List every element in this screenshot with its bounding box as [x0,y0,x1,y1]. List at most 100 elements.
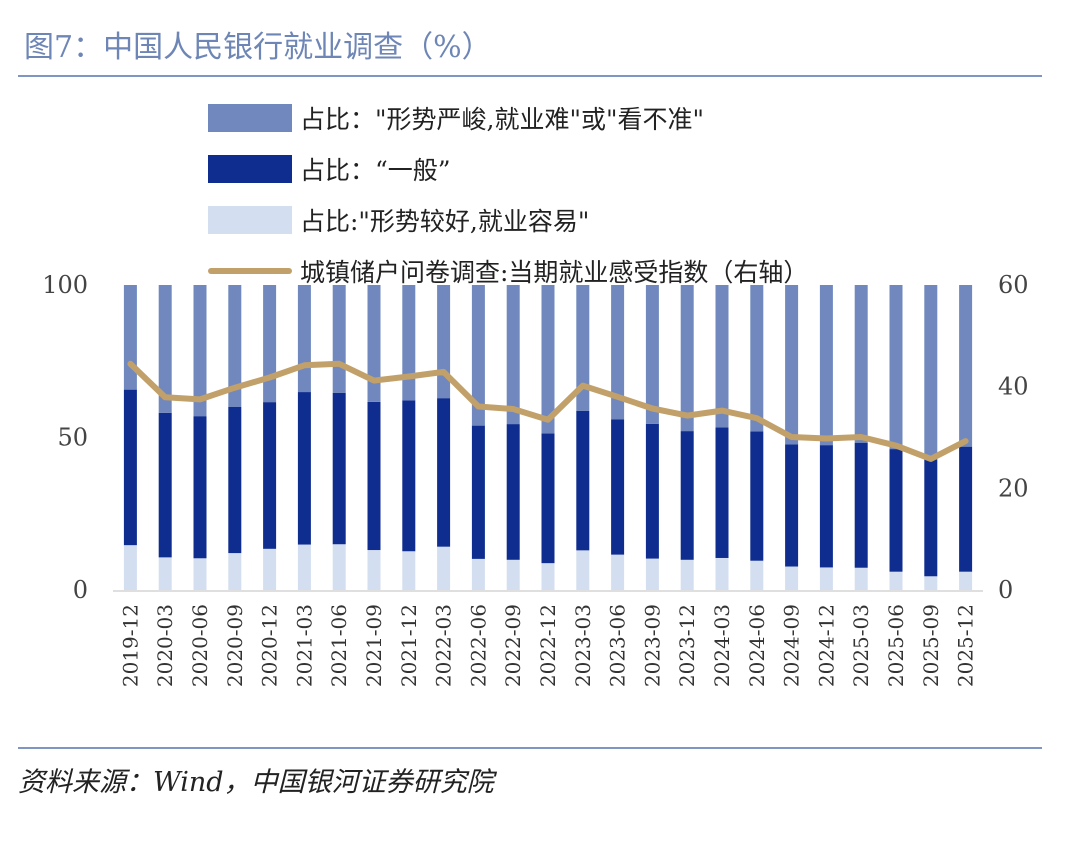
bar-general-2025-03 [854,442,868,568]
bar-good-2023-09 [645,558,659,590]
left-axis-tick-50: 50 [57,424,88,452]
bar-general-2019-12 [123,389,137,546]
chart-plot: 0 50 100 0 20 40 60 2019-12 2020-03 2020-06 2020-0… [42,271,1029,687]
bar-general-2021-09 [367,401,381,551]
legend-swatch-general [208,154,292,183]
bar-good-2022-12 [541,563,555,590]
x-axis-tick-2021-12: 2021-12 [397,604,421,687]
bar-difficult-2020-12 [263,285,277,403]
bar-general-2022-03 [437,398,451,547]
bar-good-2021-06 [332,544,346,590]
right-axis-tick-60: 60 [998,271,1029,299]
bar-difficult-2024-03 [715,285,729,428]
bar-general-2022-06 [471,425,485,559]
bar-general-2023-03 [576,410,590,551]
bar-good-2024-12 [819,567,833,590]
bar-difficult-2022-09 [506,285,520,425]
legend-swatch-good [208,205,292,234]
x-axis-tick-2025-03: 2025-03 [849,604,873,687]
bar-general-2020-03 [158,412,172,558]
legend-item-general: 占比：“一般” [208,143,808,194]
x-axis-tick-2022-09: 2022-09 [501,604,525,687]
left-axis-tick-100: 100 [42,271,88,299]
bar-good-2024-03 [715,557,729,590]
bar-general-2025-12 [959,446,973,572]
bar-general-2021-12 [402,400,416,552]
bar-good-2024-06 [750,560,764,590]
title-divider [18,75,1042,77]
x-axis-tick-2025-09: 2025-09 [919,604,943,687]
legend-label-good: 占比:"形势较好,就业容易" [300,206,590,236]
bar-general-2022-12 [541,433,555,564]
x-axis-tick-2022-06: 2022-06 [466,604,490,687]
bar-difficult-2022-03 [437,285,451,399]
source-divider [18,747,1042,749]
employment-index-line [127,360,969,462]
x-axis-tick-2020-06: 2020-06 [188,604,212,687]
legend-swatch-difficult [208,103,292,132]
right-axis-tick-0: 0 [998,576,1013,604]
bar-good-2024-09 [785,566,799,590]
bar-good-2022-09 [506,559,520,590]
legend-item-difficult: 占比："形势严峻,就业难"或"看不准" [208,92,808,143]
bar-difficult-2023-09 [645,285,659,424]
x-axis-tick-2024-09: 2024-09 [780,604,804,687]
x-axis-tick-2023-06: 2023-06 [606,604,630,687]
bar-difficult-2024-09 [785,285,799,445]
bar-difficult-2021-09 [367,285,381,402]
right-axis-tick-20: 20 [998,474,1029,502]
bar-difficult-2022-06 [471,285,485,426]
bar-difficult-2025-03 [854,285,868,443]
bar-difficult-2022-12 [541,285,555,434]
bar-good-2025-06 [889,571,903,590]
bar-general-2024-03 [715,427,729,558]
bar-good-2023-03 [576,550,590,590]
bar-general-2023-06 [611,419,625,555]
x-axis-tick-2023-12: 2023-12 [675,604,699,687]
right-axis-tick-40: 40 [998,373,1029,401]
bar-difficult-2023-03 [576,285,590,411]
bar-general-2023-12 [680,431,694,560]
x-axis-tick-2020-09: 2020-09 [223,604,247,687]
bar-difficult-2021-12 [402,285,416,401]
bar-good-2019-12 [123,545,137,590]
bar-good-2021-03 [297,544,311,590]
bar-difficult-2023-12 [680,285,694,432]
bar-general-2024-09 [785,444,799,567]
bar-difficult-2019-12 [123,285,137,390]
bar-good-2021-09 [367,550,381,590]
bar-good-2025-12 [959,571,973,590]
x-axis-tick-2024-03: 2024-03 [710,604,734,687]
bar-good-2020-06 [193,558,207,590]
x-axis-tick-2021-03: 2021-03 [292,604,316,687]
x-axis-tick-2022-03: 2022-03 [432,604,456,687]
legend-item-good: 占比:"形势较好,就业容易" [208,194,808,245]
bar-difficult-2021-06 [332,285,346,393]
legend-swatch-index-line [208,267,292,274]
bar-general-2021-03 [297,392,311,545]
bar-good-2020-09 [228,553,242,590]
bar-general-2024-12 [819,445,833,568]
bar-difficult-2021-03 [297,285,311,393]
x-axis-tick-2022-12: 2022-12 [536,604,560,687]
x-axis-tick-2019-12: 2019-12 [118,604,142,687]
bar-good-2021-12 [402,551,416,590]
legend-label-index: 城镇储户问卷调查:当期就业感受指数（右轴） [300,257,809,287]
bar-difficult-2020-06 [193,285,207,417]
bar-general-2025-09 [924,459,938,577]
x-axis-tick-2024-12: 2024-12 [814,604,838,687]
bar-general-2023-09 [645,423,659,559]
bar-general-2025-06 [889,449,903,572]
bar-good-2023-06 [611,554,625,590]
bar-general-2021-06 [332,392,346,545]
bar-difficult-2025-12 [959,285,973,447]
bar-good-2025-09 [924,576,938,590]
chart-title: 图7：中国人民银行就业调查（%） [24,30,492,65]
x-axis-tick-2023-09: 2023-09 [640,604,664,687]
x-axis-tick-2021-06: 2021-06 [327,604,351,687]
x-axis-tick-2021-09: 2021-09 [362,604,386,687]
bar-difficult-2020-09 [228,285,242,407]
bar-difficult-2024-06 [750,285,764,432]
bar-difficult-2020-03 [158,285,172,413]
left-axis-tick-0: 0 [73,576,88,604]
